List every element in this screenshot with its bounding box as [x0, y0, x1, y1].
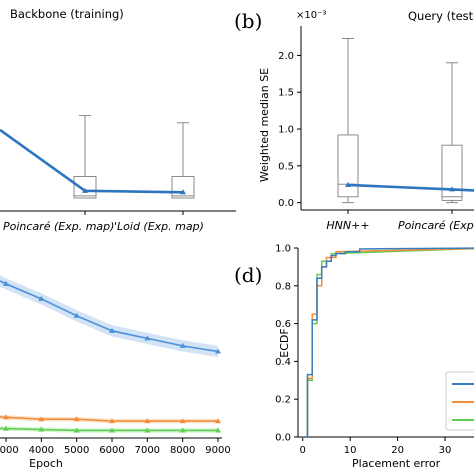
series-marker — [3, 425, 9, 431]
series-marker — [73, 416, 80, 422]
panel-c-xlabel: Epoch — [29, 457, 63, 470]
xtick-label: 20 — [391, 445, 404, 456]
panel-a-title: Backbone (training) — [10, 7, 124, 21]
series-marker — [215, 348, 221, 354]
panel-d-letter: (d) — [234, 263, 262, 287]
xtick-label: 10 — [344, 445, 357, 456]
series-marker — [109, 427, 115, 433]
panel-b-title: Query (testi — [408, 9, 474, 23]
mean-line — [0, 128, 184, 194]
panel-a-category-label: Poincaré (Exp. map) — [3, 220, 114, 233]
panel-b-yticks: 0.0 0.5 1.0 1.5 2.0 — [278, 51, 301, 209]
mean-marker — [449, 186, 455, 192]
series-marker — [38, 295, 45, 301]
series-marker — [179, 418, 186, 424]
confidence-band — [0, 275, 218, 358]
panel-c: 3000 4000 5000 6000 7000 8000 9000 Epoch — [0, 275, 231, 470]
ytick-label: 0.4 — [275, 357, 291, 368]
panel-b-category-label: Poincaré (Exp. map) — [398, 219, 474, 232]
series-marker — [144, 427, 151, 433]
panel-d-xlabel: Placement error — [352, 457, 441, 470]
ytick-label: 1.0 — [275, 244, 291, 255]
ytick-label: 0.0 — [278, 198, 294, 209]
series-marker — [73, 312, 80, 318]
ytick-label: 2.0 — [278, 51, 294, 62]
series-marker — [215, 418, 221, 424]
box — [441, 144, 463, 201]
box — [73, 176, 97, 199]
xtick-label: 30 — [439, 445, 452, 456]
series-line — [0, 280, 219, 353]
series-marker — [179, 427, 186, 433]
ytick-label: 0.8 — [275, 281, 291, 292]
box — [171, 176, 195, 199]
series-marker — [215, 427, 221, 433]
ytick-label: 0.5 — [278, 161, 294, 172]
xtick-label: 9000 — [205, 445, 230, 456]
ecdf-line — [302, 247, 474, 438]
series-marker — [109, 418, 115, 424]
panel-b: (b) Query (testi ×10⁻³ Weighted median S… — [234, 9, 474, 232]
xtick-label: 4000 — [29, 445, 54, 456]
series-marker — [3, 414, 9, 420]
mean-marker — [345, 181, 351, 187]
panel-d: (d) ECDF 0.0 0.2 0.4 0.6 0.8 1.0 0 10 20 30 Plac… — [234, 244, 474, 470]
series-marker — [179, 342, 186, 348]
series-marker — [38, 416, 45, 422]
panel-b-offset-label: ×10⁻³ — [296, 10, 326, 21]
series-marker — [144, 335, 151, 341]
series-marker — [3, 280, 9, 286]
panel-d-xticks: 0 10 20 30 — [300, 437, 452, 456]
ytick-label: 1.0 — [278, 125, 294, 136]
series-marker — [144, 418, 151, 424]
ecdf-line — [302, 247, 474, 438]
series-marker — [109, 327, 115, 333]
panel-a: Backbone (training) Poincaré (Exp. map) … — [0, 7, 236, 233]
panel-a-boxes — [0, 115, 195, 199]
panel-d-lines — [302, 247, 474, 438]
series-marker — [73, 427, 80, 433]
xtick-label: 8000 — [170, 445, 195, 456]
panel-d-ylabel: ECDF — [278, 328, 291, 357]
series-line — [0, 416, 218, 422]
mean-marker — [180, 189, 186, 195]
panel-b-category-label: HNN++ — [326, 219, 369, 232]
panel-c-lines — [0, 275, 221, 433]
panel-c-xticks: 3000 4000 5000 6000 7000 8000 9000 — [0, 438, 231, 456]
panel-d-legend — [445, 371, 474, 431]
ytick-label: 0.2 — [275, 395, 291, 406]
mean-line — [347, 183, 474, 192]
ytick-label: 0.0 — [275, 433, 291, 444]
panel-b-ylabel: Weighted median SE — [258, 68, 271, 182]
panel-a-category-label: 'Loid (Exp. map) — [114, 220, 204, 233]
panel-b-boxes — [337, 38, 474, 204]
ytick-label: 1.5 — [278, 88, 294, 99]
ytick-label: 0.6 — [275, 319, 291, 330]
xtick-label: 7000 — [135, 445, 160, 456]
panel-b-letter: (b) — [234, 9, 262, 33]
xtick-label: 3000 — [0, 445, 19, 456]
xtick-label: 0 — [300, 445, 306, 456]
panel-d-yticks: 0.0 0.2 0.4 0.6 0.8 1.0 — [275, 244, 298, 444]
series-line — [0, 427, 218, 432]
box — [337, 134, 359, 198]
xtick-label: 5000 — [64, 445, 89, 456]
xtick-label: 6000 — [99, 445, 124, 456]
series-marker — [38, 426, 45, 432]
mean-marker — [82, 187, 88, 193]
